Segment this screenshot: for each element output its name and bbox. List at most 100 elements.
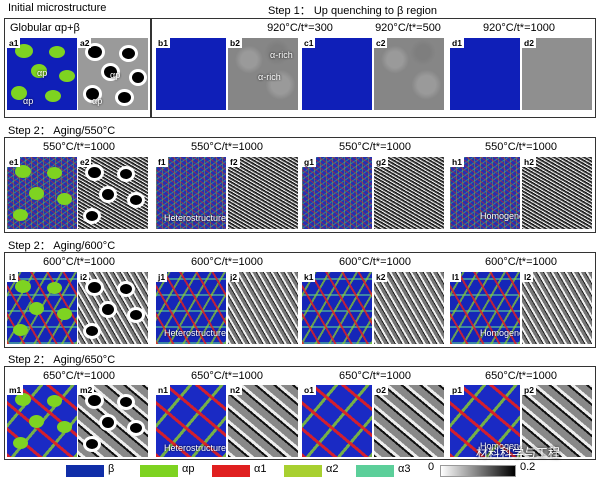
alpha-p-particle <box>13 209 28 221</box>
heterostructure-label: Heterostructure <box>164 328 226 338</box>
panel-a2: a2 αp αp <box>78 38 148 110</box>
alpha-p-particle <box>15 165 31 178</box>
condition-j: 600°C/t*=1000 <box>191 256 263 268</box>
panel-e1: e1 <box>7 157 77 229</box>
alpha-p-particle <box>57 308 72 320</box>
panel-c1: c1 <box>302 38 372 110</box>
panel-label: a2 <box>78 38 92 48</box>
step2-650-label: Step 2： Aging/650°C <box>8 354 116 366</box>
alpha-p-particle <box>88 282 101 293</box>
legend-swatch-alpha-2 <box>284 465 322 477</box>
alpha-p-particle <box>29 415 44 428</box>
panel-m1: m1 <box>7 385 77 457</box>
alpha-p-particle <box>130 423 142 433</box>
panel-e2: e2 <box>78 157 148 229</box>
panel-label: o2 <box>374 385 388 395</box>
alpha-p-particle <box>47 167 62 179</box>
alpha-p-particle <box>102 304 114 315</box>
alpha-p-particle <box>102 189 114 200</box>
condition-k: 600°C/t*=1000 <box>339 256 411 268</box>
legend-label-alpha-1: α1 <box>254 463 267 475</box>
homogeneous-label: Homogeneous α <box>480 211 520 221</box>
legend-label-alpha-2: α2 <box>326 463 339 475</box>
condition-c: 920°C/t*=500 <box>375 22 441 34</box>
panel-label: k2 <box>374 272 388 282</box>
alpha-p-particle <box>118 92 131 103</box>
panel-label: h2 <box>522 157 536 167</box>
condition-e: 550°C/t*=1000 <box>43 141 115 153</box>
condition-h: 550°C/t*=1000 <box>485 141 557 153</box>
panel-label: g1 <box>302 157 316 167</box>
condition-b: 920°C/t*=300 <box>267 22 333 34</box>
panel-label: j2 <box>228 272 240 282</box>
panel-label: f1 <box>156 157 168 167</box>
panel-label: b2 <box>228 38 242 48</box>
panel-i1: i1 <box>7 272 77 344</box>
legend-swatch-alpha-3 <box>356 465 394 477</box>
row-650-box <box>4 366 596 460</box>
alpha-p-particle <box>49 46 65 58</box>
panel-label: c1 <box>302 38 316 48</box>
alpha-p-label: αp <box>92 96 103 106</box>
condition-d: 920°C/t*=1000 <box>483 22 555 34</box>
panel-label: f2 <box>228 157 240 167</box>
alpha-p-particle <box>130 310 142 320</box>
colorbar-min: 0 <box>428 461 435 473</box>
homogeneous-label: Homogeneous α <box>480 328 520 338</box>
condition-g: 550°C/t*=1000 <box>339 141 411 153</box>
alpha-p-particle <box>88 46 102 58</box>
legend-label-alpha-p: αp <box>182 463 195 475</box>
alpha-p-particle <box>47 282 62 294</box>
alpha-p-particle <box>86 211 98 221</box>
panel-label: k1 <box>302 272 316 282</box>
alpha-p-particle <box>86 439 98 449</box>
panel-label: p2 <box>522 385 536 395</box>
panel-k1: k1 <box>302 272 372 344</box>
watermark: 材料科学与工程 <box>476 446 561 460</box>
panel-h2: h2 <box>522 157 592 229</box>
panel-label: i2 <box>78 272 90 282</box>
alpha-p-particle <box>13 437 28 449</box>
heterostructure-label: Heterostructure <box>164 443 226 453</box>
panel-b1: b1 <box>156 38 226 110</box>
alpha-p-particle <box>29 187 44 200</box>
panel-i2: i2 <box>78 272 148 344</box>
alpha-p-particle <box>57 193 72 205</box>
legend-label-alpha-3: α3 <box>398 463 411 475</box>
panel-o2: o2 <box>374 385 444 457</box>
initial-microstructure-label: Initial microstructure <box>8 2 107 14</box>
panel-label: d1 <box>450 38 464 48</box>
panel-m2: m2 <box>78 385 148 457</box>
panel-label: m2 <box>78 385 95 395</box>
panel-c2: c2 <box>374 38 444 110</box>
step1-box <box>151 18 596 118</box>
panel-b2: b2 α-rich α-rich <box>228 38 298 110</box>
condition-f: 550°C/t*=1000 <box>191 141 263 153</box>
legend-swatch-alpha-p <box>140 465 178 477</box>
panel-f2: f2 <box>228 157 298 229</box>
alpha-p-particle <box>13 324 28 336</box>
panel-d2: d2 <box>522 38 592 110</box>
condition-o: 650°C/t*=1000 <box>339 370 411 382</box>
panel-k2: k2 <box>374 272 444 344</box>
panel-g2: g2 <box>374 157 444 229</box>
panel-label: h1 <box>450 157 464 167</box>
alpha-p-particle <box>45 90 61 102</box>
alpha-p-particle <box>29 302 44 315</box>
step1-label: Step 1： Up quenching to β region <box>268 5 437 17</box>
colorbar-max: 0.2 <box>520 461 536 473</box>
step2-550-label: Step 2： Aging/550°C <box>8 125 116 137</box>
alpha-p-particle <box>86 88 99 100</box>
alpha-p-label: αp <box>110 70 121 80</box>
panel-label: e1 <box>7 157 21 167</box>
panel-n2: n2 <box>228 385 298 457</box>
alpha-p-particle <box>122 48 135 59</box>
panel-p2: p2 <box>522 385 592 457</box>
panel-label: b1 <box>156 38 170 48</box>
legend-swatch-beta <box>66 465 104 477</box>
panel-j2: j2 <box>228 272 298 344</box>
globular-label: Globular αp+β <box>10 22 80 34</box>
alpha-p-particle <box>104 66 117 78</box>
alpha-p-label: αp <box>23 96 34 106</box>
panel-label: c2 <box>374 38 388 48</box>
